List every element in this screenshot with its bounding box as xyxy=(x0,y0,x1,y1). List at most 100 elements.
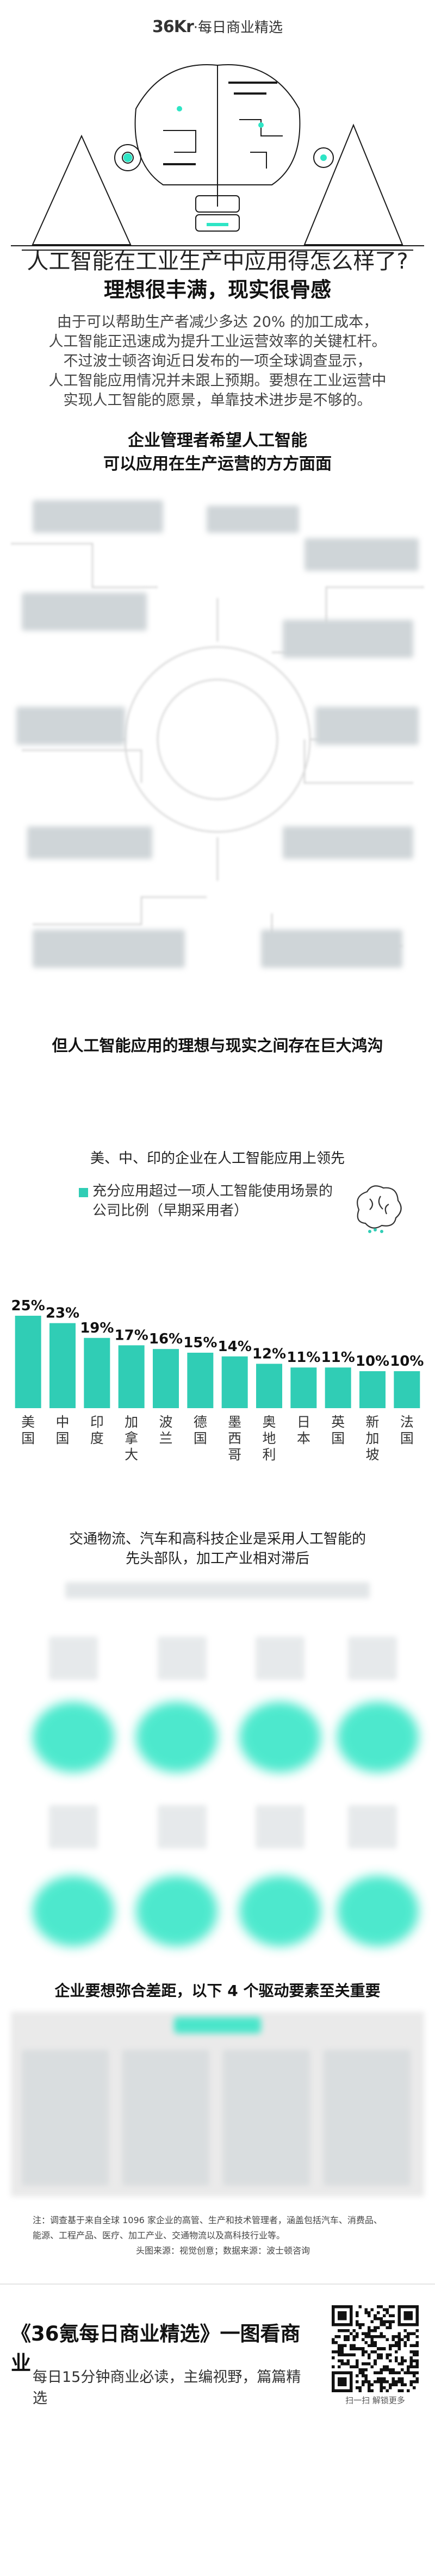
teal-circle-1 xyxy=(33,1702,114,1772)
country-bar-chart: 25% 美国 23% 中国 19% 印度 17% 加拿大 16% 波兰 15% 德国 14% 墨西哥 12%… xyxy=(11,1298,424,1463)
brand-name: 每日商业精选 xyxy=(198,20,283,36)
blurred-icon-8 xyxy=(348,1805,397,1849)
footnote-source: 头图来源：视觉创意；数据来源：波士顿咨询 xyxy=(135,2245,310,2256)
blurred-icon-7 xyxy=(256,1805,304,1849)
blurred-label-10 xyxy=(33,930,185,968)
bar-value-label-7: 14% xyxy=(218,1339,252,1355)
bar-category-label-12: 法国 xyxy=(400,1414,414,1446)
blurred-label-4 xyxy=(22,593,147,631)
bar-value-label-9: 11% xyxy=(287,1349,320,1366)
blurred-row-1 xyxy=(65,1582,370,1598)
bar-category-label-4: 加拿大 xyxy=(125,1414,138,1463)
section1-title-line1: 企业管理者希望人工智能 xyxy=(128,431,307,450)
bar-category-label-9: 日本 xyxy=(297,1414,310,1446)
blurred-icon-6 xyxy=(158,1805,207,1849)
qr-caption: 扫一扫 解锁更多 xyxy=(345,2395,405,2405)
blurred-label-7 xyxy=(315,707,419,745)
blurred-column-1 xyxy=(22,2050,109,2186)
qr-code[interactable] xyxy=(332,2305,419,2392)
blurred-column-4 xyxy=(324,2050,411,2186)
section4-blurred-area xyxy=(0,2006,435,2202)
blurred-label-9 xyxy=(283,826,413,859)
brand-dot: · xyxy=(193,20,198,36)
bar-value-label-2: 23% xyxy=(46,1305,79,1322)
bar-7 xyxy=(221,1356,248,1408)
section4-title: 企业要想弥合差距，以下 4 个驱动要素至关重要 xyxy=(54,1982,381,2000)
section3-blurred-area xyxy=(0,1571,435,1963)
blurred-label-6 xyxy=(16,707,125,745)
bar-3 xyxy=(84,1337,110,1408)
bar-category-label-8: 奥地利 xyxy=(262,1414,276,1463)
blurred-label-1 xyxy=(33,500,163,533)
bar-value-label-10: 11% xyxy=(321,1349,355,1366)
chart-heading: 美、中、印的企业在人工智能应用上领先 xyxy=(90,1150,345,1167)
intro-line-5: 实现人工智能的愿景，单靠技术进步是不够的。 xyxy=(63,392,372,409)
section1-blurred-area xyxy=(0,478,435,1022)
bar-2 xyxy=(49,1323,76,1408)
blurred-icon-3 xyxy=(256,1637,304,1680)
bar-12 xyxy=(394,1371,420,1408)
bar-value-label-1: 25% xyxy=(11,1298,45,1314)
teal-circle-8 xyxy=(337,1876,419,1946)
footnote-line-1: 注：调查基于来自全球 1096 家企业的高管、生产和技术管理者，涵盖包括汽车、消… xyxy=(33,2215,382,2225)
intro-line-3: 不过波士顿咨询近日发布的一项全球调查显示， xyxy=(63,353,372,370)
section3-title-line1: 交通物流、汽车和高科技企业是采用人工智能的 xyxy=(69,1531,366,1547)
bar-1 xyxy=(15,1316,41,1408)
legend-swatch xyxy=(79,1188,88,1197)
chart-legend: 充分应用超过一项人工智能使用场景的 公司比例（早期采用者） xyxy=(92,1181,419,1221)
bar-category-label-7: 墨西哥 xyxy=(228,1414,241,1463)
bar-value-label-3: 19% xyxy=(80,1320,114,1336)
bar-value-label-6: 15% xyxy=(183,1335,217,1351)
intro-line-1: 由于可以帮助生产者减少多达 20% 的加工成本， xyxy=(57,314,378,331)
bar-category-label-11: 新加坡 xyxy=(365,1414,379,1463)
blurred-column-3 xyxy=(223,2050,310,2186)
blurred-icon-2 xyxy=(158,1637,207,1680)
bar-value-label-5: 16% xyxy=(149,1331,183,1347)
footer-subtitle: 每日15分钟商业必读，主编视野，篇篇精选 xyxy=(33,2369,301,2407)
intro-line-2: 人工智能正迅速成为提升工业运营效率的关键杠杆。 xyxy=(48,333,387,350)
teal-circle-7 xyxy=(239,1876,321,1946)
blurred-label-2 xyxy=(207,506,299,533)
hero-illustration xyxy=(11,64,424,251)
bar-8 xyxy=(256,1364,282,1408)
teal-circle-2 xyxy=(136,1702,217,1772)
bar-4 xyxy=(118,1345,145,1408)
bar-5 xyxy=(153,1349,179,1408)
blurred-column-2 xyxy=(122,2050,209,2186)
article-title: 人工智能在工业生产中应用得怎么样了? xyxy=(27,249,408,274)
brand-header: 36Kr·每日商业精选 xyxy=(0,16,435,36)
teal-circle-6 xyxy=(136,1876,217,1946)
blurred-icon-5 xyxy=(49,1805,98,1849)
blurred-table-header xyxy=(174,2017,261,2033)
article-subtitle: 理想很丰满，现实很骨感 xyxy=(103,278,331,302)
bar-value-label-11: 10% xyxy=(356,1353,389,1370)
blurred-icon-1 xyxy=(49,1637,98,1680)
blurred-label-11 xyxy=(261,930,402,968)
bar-category-label-2: 中国 xyxy=(55,1414,69,1446)
legend-line-1: 充分应用超过一项人工智能使用场景的 xyxy=(92,1183,333,1199)
section1-title-line2: 可以应用在生产运营的方方面面 xyxy=(103,455,332,474)
bar-category-label-1: 美国 xyxy=(21,1414,35,1446)
bar-value-label-4: 17% xyxy=(115,1327,148,1343)
teal-circle-4 xyxy=(337,1702,419,1772)
bar-category-label-10: 英国 xyxy=(331,1414,345,1446)
bar-category-label-5: 波兰 xyxy=(159,1414,172,1446)
blurred-label-3 xyxy=(304,538,419,571)
bar-value-label-8: 12% xyxy=(252,1346,286,1362)
bar-value-label-12: 10% xyxy=(390,1353,424,1370)
legend-line-2: 公司比例（早期采用者） xyxy=(92,1203,248,1219)
footer-title: 《36氪每日商业精选》一图看商业 xyxy=(11,2322,301,2375)
bar-9 xyxy=(290,1367,317,1408)
teal-circle-3 xyxy=(239,1702,321,1772)
blurred-label-5 xyxy=(283,620,413,658)
footnote-line-2: 能源、工程产品、医疗、加工产业、交通物流以及高科技行业等。 xyxy=(33,2230,285,2241)
footnote: 注：调查基于来自全球 1096 家企业的高管、生产和技术管理者，涵盖包括汽车、消… xyxy=(33,2213,413,2258)
footer-divider xyxy=(0,2283,435,2285)
bar-10 xyxy=(325,1367,351,1408)
bar-category-label-3: 印度 xyxy=(90,1414,104,1446)
brain-icon xyxy=(357,1185,402,1233)
bar-category-label-6: 德国 xyxy=(194,1414,207,1446)
intro-line-4: 人工智能应用情况并未跟上预期。要想在工业运营中 xyxy=(48,372,387,389)
section2-title: 但人工智能应用的理想与现实之间存在巨大鸿沟 xyxy=(52,1036,383,1055)
teal-circle-5 xyxy=(33,1876,114,1946)
